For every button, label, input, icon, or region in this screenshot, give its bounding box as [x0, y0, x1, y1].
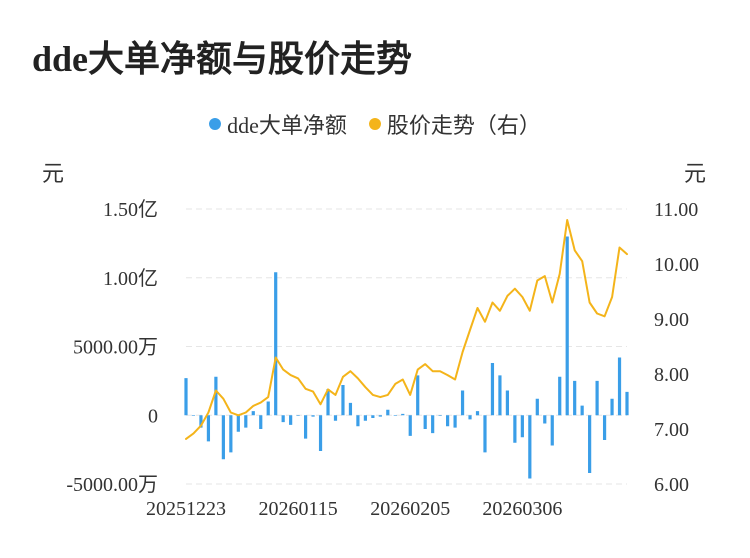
dde-bar-18	[318, 415, 323, 451]
dde-bar-36	[453, 415, 457, 428]
dde-bar-42	[498, 375, 502, 416]
right-axis-unit: 元	[684, 161, 707, 186]
dde-bar-7	[236, 415, 240, 432]
dde-bar-26	[378, 415, 382, 417]
dde-bar-28	[393, 415, 397, 416]
dde-bar-1	[191, 415, 196, 416]
legend-label-dde: dde大单净额	[227, 113, 347, 138]
left-tick-label-0: 1.50亿	[103, 198, 158, 221]
left-tick-label-2: 5000.00万	[73, 337, 158, 359]
legend-dot-price	[368, 118, 381, 130]
right-tick-label-2: 9.00	[654, 309, 689, 331]
dde-bar-50	[558, 376, 562, 416]
legend-item-price[interactable]: 股价走势（右）	[368, 108, 541, 140]
dde-bar-10	[259, 415, 263, 429]
dde-bar-0	[184, 378, 188, 416]
dde-bar-17	[311, 415, 315, 417]
right-tick-label-1: 10.00	[654, 254, 699, 276]
right-tick-label-3: 8.00	[654, 364, 689, 386]
dde-bar-47	[535, 398, 539, 416]
x-tick-label-2: 20260205	[370, 498, 450, 520]
legend: dde大单净额 股价走势（右）	[0, 108, 750, 140]
dde-bar-29	[401, 413, 405, 416]
dde-bar-19	[326, 389, 330, 416]
dde-bar-35	[446, 415, 450, 427]
dde-bar-33	[431, 415, 435, 434]
dde-bar-31	[416, 375, 420, 416]
dde-bar-5	[221, 415, 225, 460]
dde-bar-15	[296, 415, 300, 416]
dde-bar-20	[333, 415, 338, 421]
dde-bar-57	[610, 398, 614, 416]
dde-bar-55	[595, 380, 599, 416]
dde-bar-2	[199, 415, 203, 428]
dde-bar-45	[520, 415, 524, 438]
dde-bar-13	[281, 415, 285, 423]
dde-bar-16	[303, 415, 308, 439]
left-axis-unit: 元	[42, 161, 65, 186]
dde-bar-32	[423, 415, 427, 429]
dde-bar-6	[229, 415, 233, 453]
dde-bar-59	[625, 391, 629, 416]
dde-bar-53	[580, 405, 584, 416]
right-tick-label-5: 6.00	[654, 474, 689, 496]
dde-bar-51	[565, 236, 569, 416]
legend-label-price: 股价走势（右）	[386, 113, 541, 138]
legend-dot-dde	[209, 118, 222, 130]
dde-bar-58	[617, 357, 622, 416]
chart-title: dde大单净额与股价走势	[32, 39, 413, 79]
legend-item-dde[interactable]: dde大单净额	[209, 108, 347, 140]
right-tick-label-4: 7.00	[654, 419, 689, 441]
left-tick-label-4: -5000.00万	[66, 474, 158, 496]
dde-bar-14	[289, 415, 293, 425]
dde-bar-44	[513, 415, 517, 443]
dde-bar-52	[573, 380, 577, 416]
x-tick-label-1: 20260115	[258, 498, 337, 520]
left-tick-label-3: 0	[148, 405, 158, 427]
dde-bar-9	[251, 411, 255, 416]
dde-bar-38	[468, 415, 472, 420]
x-tick-label-0: 20251223	[146, 498, 226, 520]
left-tick-label-1: 1.00亿	[103, 267, 158, 290]
dde-bar-30	[408, 415, 412, 436]
dde-bar-54	[588, 415, 592, 473]
dde-bar-37	[460, 390, 465, 416]
dde-bar-21	[341, 385, 345, 416]
price-line	[185, 219, 628, 440]
dde-bar-23	[356, 415, 360, 427]
dde-bar-8	[244, 415, 248, 428]
dde-bar-39	[475, 411, 480, 416]
dde-bar-4	[214, 376, 218, 416]
dde-bar-49	[550, 415, 554, 446]
dde-bar-41	[490, 363, 495, 416]
dde-bar-56	[602, 415, 607, 440]
dde-bar-11	[266, 401, 270, 416]
dde-bar-48	[543, 415, 547, 424]
dde-bar-12	[274, 272, 278, 416]
dde-bar-34	[438, 415, 442, 416]
dde-bar-25	[371, 415, 375, 418]
x-tick-label-3: 20260306	[482, 498, 562, 520]
dde-bar-24	[363, 415, 367, 421]
dde-bar-40	[483, 415, 487, 453]
dde-bar-27	[386, 409, 390, 416]
dde-bar-43	[505, 390, 510, 416]
right-tick-label-0: 11.00	[654, 199, 698, 221]
dde-bar-22	[348, 402, 353, 416]
dde-bar-46	[528, 415, 532, 479]
dde-bar-3	[206, 415, 211, 442]
